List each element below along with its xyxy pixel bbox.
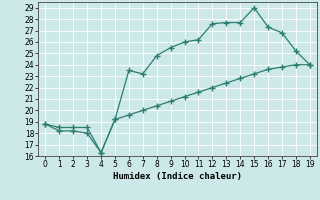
X-axis label: Humidex (Indice chaleur): Humidex (Indice chaleur) [113,172,242,181]
